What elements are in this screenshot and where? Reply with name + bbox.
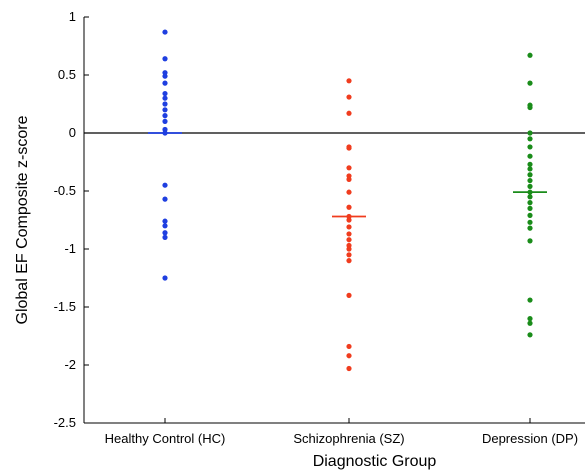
data-point: [527, 219, 533, 225]
y-tick-label: -1: [64, 241, 76, 256]
data-point: [162, 275, 168, 281]
data-point: [527, 332, 533, 338]
data-point: [162, 234, 168, 240]
data-point: [527, 153, 533, 159]
data-point: [346, 145, 352, 151]
data-point: [346, 258, 352, 264]
data-point: [346, 237, 352, 243]
data-point: [162, 29, 168, 35]
data-point: [346, 224, 352, 230]
data-point: [346, 365, 352, 372]
x-tick-label: Schizophrenia (SZ): [293, 431, 404, 446]
data-point: [162, 90, 168, 97]
data-point: [527, 205, 533, 211]
data-point: [346, 94, 352, 100]
data-point: [527, 172, 533, 178]
y-tick-label: 0.5: [58, 67, 76, 82]
data-point: [527, 212, 533, 218]
data-point: [162, 118, 168, 124]
x-ticks: Healthy Control (HC) Schizophrenia (SZ) De…: [105, 418, 578, 446]
y-tick-label: -2.5: [54, 415, 76, 430]
data-point: [527, 225, 533, 231]
data-point: [527, 183, 533, 189]
data-point: [162, 80, 168, 86]
data-point: [346, 78, 352, 84]
y-tick-label: -2: [64, 357, 76, 372]
data-point: [346, 231, 352, 237]
data-point: [162, 73, 168, 79]
data-point: [527, 166, 533, 172]
data-point: [346, 353, 352, 359]
data-point: [346, 165, 352, 171]
data-point: [162, 107, 168, 113]
mean-markers: [148, 132, 547, 218]
y-axis-title: Global EF Composite z-score: [14, 115, 31, 324]
data-point: [346, 343, 352, 350]
data-point: [527, 130, 533, 136]
data-points: [162, 29, 533, 372]
data-point: [527, 320, 533, 326]
data-point: [162, 56, 168, 62]
plot-area: 1 0.5 0 -0.5 -1 -1.5 -2 -2.5 Healthy Control (H…: [54, 9, 585, 446]
data-point: [527, 136, 533, 142]
data-point: [346, 292, 352, 298]
y-ticks: 1 0.5 0 -0.5 -1 -1.5 -2 -2.5: [54, 9, 89, 430]
data-point: [162, 196, 168, 202]
data-point: [527, 104, 533, 111]
y-tick-label: 1: [69, 9, 76, 24]
data-point: [527, 194, 533, 200]
y-tick-label: -1.5: [54, 299, 76, 314]
data-point: [527, 144, 533, 150]
data-point: [162, 223, 168, 229]
data-point: [346, 246, 352, 252]
data-point: [527, 80, 533, 86]
data-point: [162, 95, 168, 101]
data-point: [162, 113, 168, 119]
data-point: [527, 200, 533, 206]
data-point: [346, 110, 352, 116]
data-point: [527, 238, 533, 244]
x-tick-label: Healthy Control (HC): [105, 431, 226, 446]
data-point: [162, 101, 168, 107]
data-point: [527, 52, 533, 58]
x-axis-title: Diagnostic Group: [313, 453, 437, 470]
data-point: [527, 297, 533, 303]
x-tick-label: Depression (DP): [482, 431, 578, 446]
data-point: [162, 182, 168, 188]
data-point: [527, 316, 533, 322]
data-point: [527, 161, 533, 167]
data-point: [162, 218, 168, 224]
y-tick-label: -0.5: [54, 183, 76, 198]
data-point: [346, 176, 352, 182]
data-point: [162, 230, 168, 236]
data-point: [346, 252, 352, 258]
y-tick-label: 0: [69, 125, 76, 140]
data-point: [346, 189, 352, 195]
data-point: [527, 177, 533, 184]
data-point: [346, 204, 352, 210]
data-point: [346, 217, 352, 223]
